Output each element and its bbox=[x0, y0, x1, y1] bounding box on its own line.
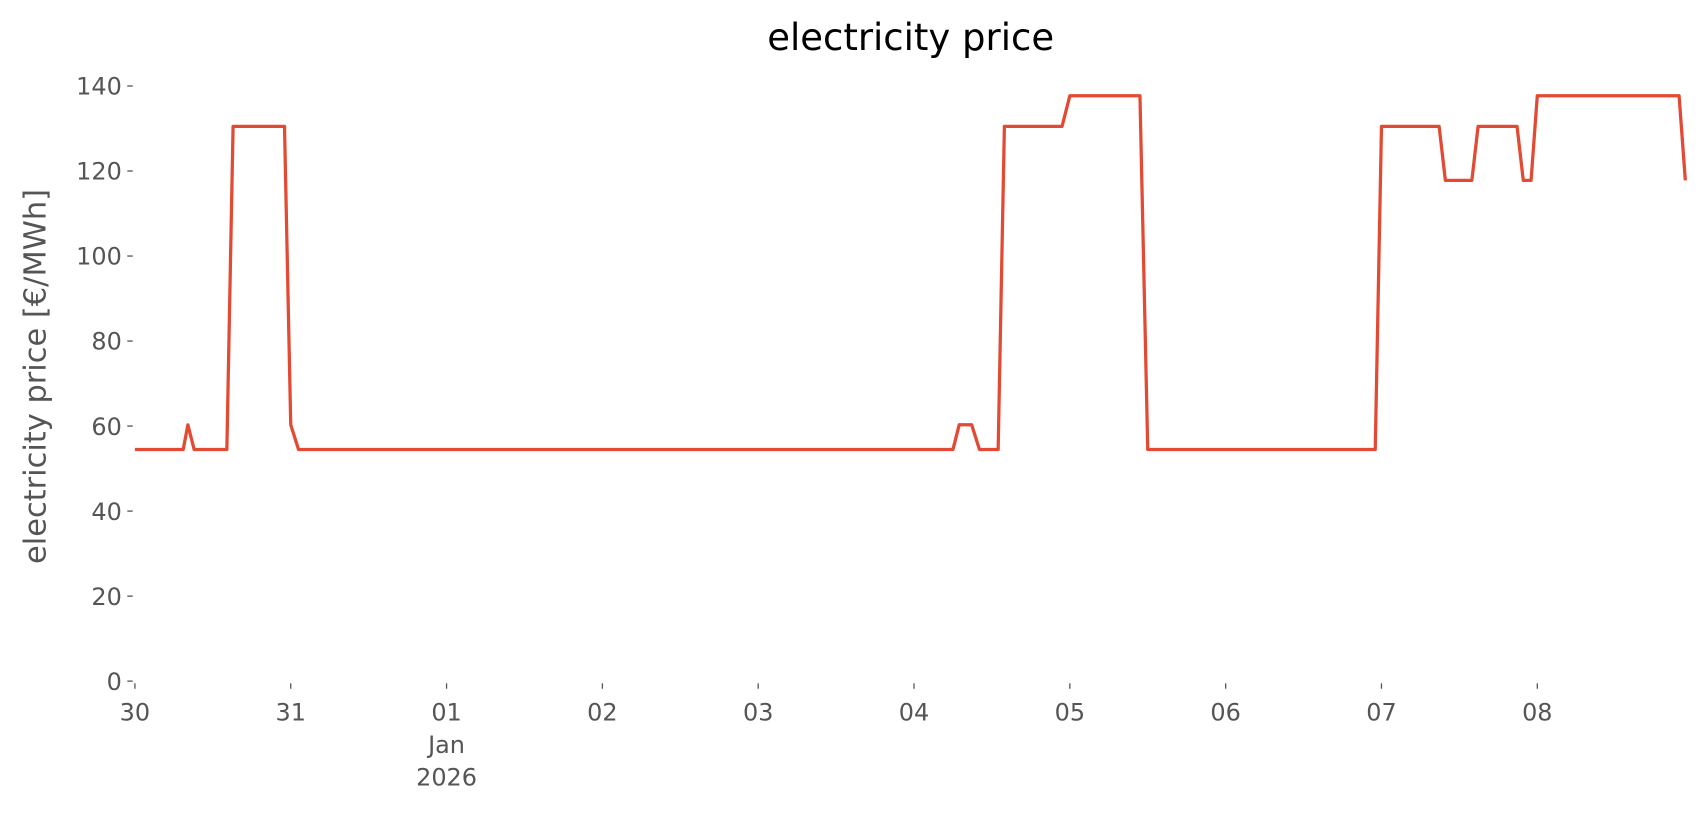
tick-label-line: Jan bbox=[426, 731, 465, 759]
y-tick-label: 0 bbox=[107, 668, 122, 696]
x-tick-label: 05 bbox=[1055, 698, 1085, 726]
line-series bbox=[134, 94, 1687, 452]
x-tick-label: 02 bbox=[587, 698, 617, 726]
y-tick-label: 20 bbox=[91, 583, 121, 611]
y-tick-label: 40 bbox=[91, 498, 121, 526]
y-tick-label: 120 bbox=[76, 158, 122, 186]
y-tick-label: 80 bbox=[91, 328, 121, 356]
x-tick-label: 31 bbox=[276, 698, 306, 726]
y-tick-label: 60 bbox=[91, 413, 121, 441]
x-tick-label: 30 bbox=[120, 698, 150, 726]
x-tick-label: 04 bbox=[899, 698, 929, 726]
tick-label-line: 2026 bbox=[416, 764, 477, 792]
tick-label-line: 01 bbox=[431, 698, 461, 726]
y-tick-label: 100 bbox=[76, 243, 122, 271]
y-axis-label: electricity price [€/MWh] bbox=[19, 189, 54, 564]
y-tick-label: 140 bbox=[76, 73, 122, 101]
x-tick-label: 07 bbox=[1366, 698, 1396, 726]
x-tick-label: 08 bbox=[1522, 698, 1552, 726]
chart-title: electricity price bbox=[767, 16, 1054, 59]
x-tick-label: 06 bbox=[1210, 698, 1240, 726]
x-tick-label: 01 Jan 2026 bbox=[416, 698, 477, 791]
x-tick-label: 03 bbox=[743, 698, 773, 726]
